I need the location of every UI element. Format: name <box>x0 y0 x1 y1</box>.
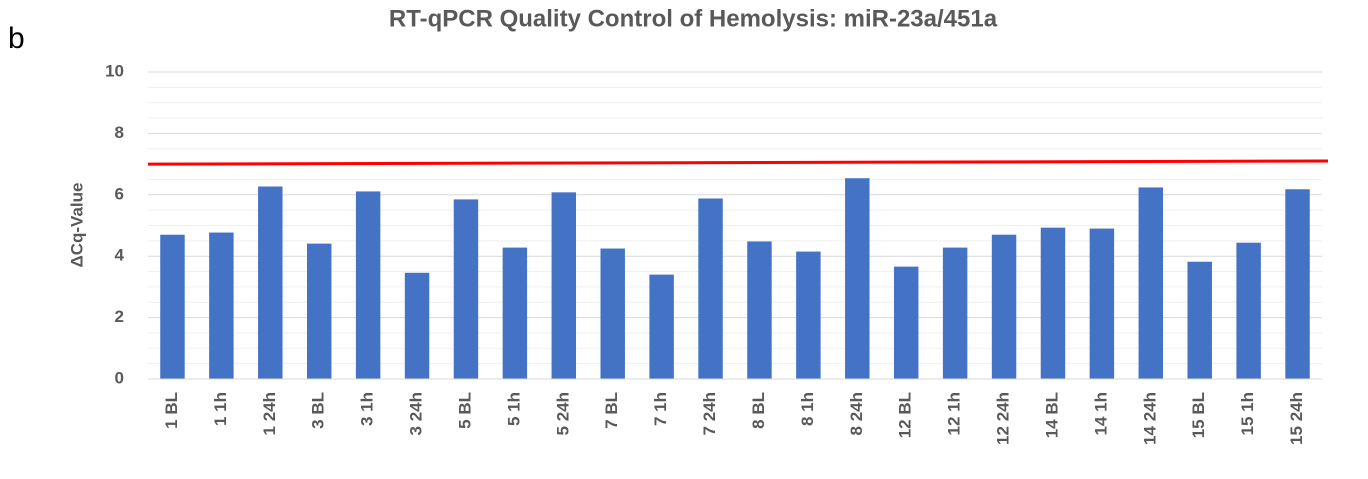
x-tick-label: 1 1h <box>211 392 230 426</box>
x-tick-label: 15 BL <box>1189 392 1208 438</box>
y-tick-label: 2 <box>115 307 124 326</box>
x-tick-label: 5 1h <box>504 392 523 426</box>
x-tick-label: 14 24h <box>1140 392 1159 445</box>
x-tick-label: 8 24h <box>847 392 866 435</box>
x-tick-label: 8 1h <box>798 392 817 426</box>
bar <box>893 266 919 379</box>
reference-line <box>147 159 1329 166</box>
x-tick-label: 12 BL <box>896 392 915 438</box>
y-tick-label: 0 <box>115 368 124 387</box>
x-tick-label: 7 BL <box>602 392 621 429</box>
y-axis-label: ΔCq-Value <box>67 183 86 268</box>
x-tick-label: 1 24h <box>260 392 279 435</box>
x-tick-label: 14 1h <box>1091 392 1110 435</box>
bar <box>502 247 528 379</box>
chart-title: RT-qPCR Quality Control of Hemolysis: mi… <box>389 5 998 32</box>
x-tick-label: 1 BL <box>162 392 181 429</box>
bar <box>1089 228 1115 379</box>
x-tick-label: 3 BL <box>309 392 328 429</box>
bar <box>355 191 381 379</box>
bar <box>747 241 772 379</box>
x-tick-label: 12 24h <box>994 392 1013 445</box>
bar <box>649 274 674 379</box>
bar <box>942 247 968 379</box>
bar <box>404 272 430 379</box>
x-tick-label: 15 24h <box>1287 392 1306 445</box>
x-tick-label: 5 24h <box>553 392 572 435</box>
x-tick-label: 15 1h <box>1238 392 1257 435</box>
x-tick-label: 7 24h <box>700 392 719 435</box>
bar <box>306 243 332 379</box>
y-tick-label: 8 <box>115 123 124 142</box>
bar <box>1138 187 1164 379</box>
x-tick-label: 12 1h <box>945 392 964 435</box>
bar <box>1285 189 1310 379</box>
x-tick-label: 3 24h <box>407 392 426 435</box>
x-tick-label: 7 1h <box>651 392 670 426</box>
bar <box>991 234 1017 379</box>
bar <box>160 234 185 379</box>
y-tick-label: 4 <box>115 246 125 265</box>
x-tick-label: 8 BL <box>749 392 768 429</box>
y-tick-label: 10 <box>105 61 124 80</box>
panel-label: b <box>8 22 25 55</box>
x-tick-label: 5 BL <box>455 392 474 429</box>
bar <box>698 198 723 379</box>
bar <box>796 251 821 379</box>
bar <box>453 199 479 379</box>
bar <box>845 178 870 379</box>
bar <box>258 186 283 379</box>
y-tick-label: 6 <box>115 184 124 203</box>
bar <box>551 192 577 379</box>
bar <box>209 232 234 379</box>
x-tick-label: 3 1h <box>358 392 377 426</box>
bar <box>1187 261 1212 379</box>
bar <box>600 248 625 379</box>
bar <box>1236 242 1261 379</box>
x-tick-label: 14 BL <box>1042 392 1061 438</box>
bar <box>1040 227 1066 379</box>
